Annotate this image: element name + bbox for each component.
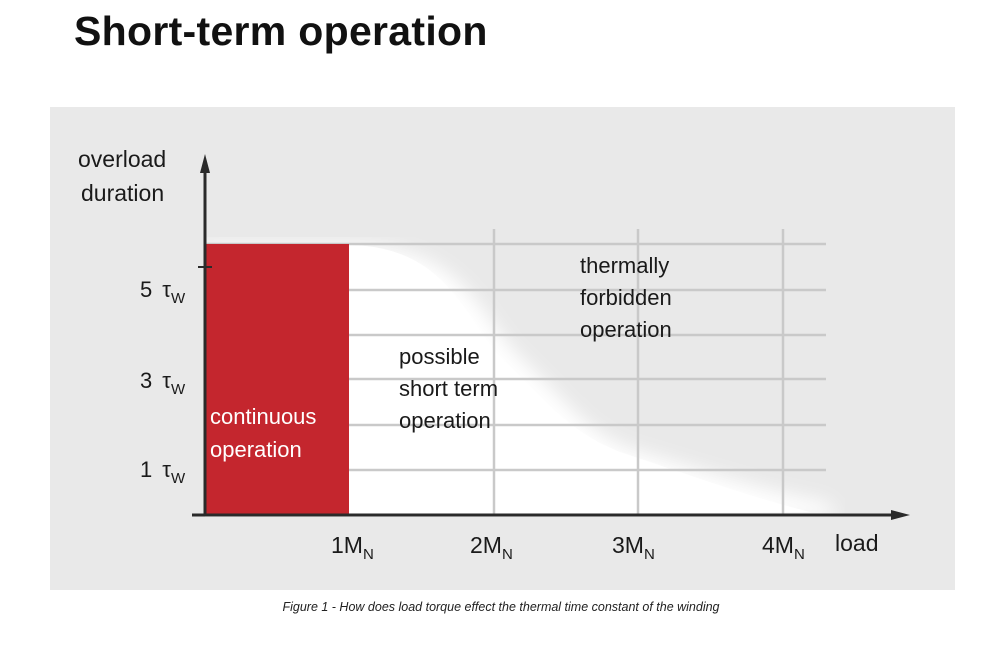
page-title: Short-term operation: [74, 8, 488, 54]
grid-vertical: [492, 229, 785, 515]
y-axis-label-line2: duration: [81, 180, 164, 206]
figure-caption: Figure 1 - How does load torque effect t…: [282, 600, 720, 614]
y-axis-label-line1: overload: [78, 146, 166, 172]
axes: [192, 154, 910, 520]
short-term-label-line2: short term: [399, 376, 498, 401]
y-axis-arrow: [200, 154, 210, 173]
x-tick-label-1: 1MN: [331, 532, 374, 563]
continuous-label-line2: operation: [210, 437, 302, 462]
y-tick-label-3: 3 τW: [140, 368, 186, 398]
short-term-label-line3: operation: [399, 408, 491, 433]
figure-panel: overload duration 5 τW 3 τW 1 τW 1MN 2MN 3M…: [50, 107, 955, 590]
operation-diagram: overload duration 5 τW 3 τW 1 τW 1MN 2MN 3M…: [78, 146, 910, 563]
x-tick-label-3: 3MN: [612, 532, 655, 563]
x-tick-label-2: 2MN: [470, 532, 513, 563]
continuous-region: [206, 244, 349, 515]
forbidden-label-line2: forbidden: [580, 285, 672, 310]
short-term-region: [205, 245, 840, 517]
y-tick-label-5: 5 τW: [140, 277, 186, 307]
y-tick-label-1: 1 τW: [140, 457, 186, 487]
continuous-label-line1: continuous: [210, 404, 316, 429]
x-axis-arrow: [891, 510, 910, 520]
short-term-label-line1: possible: [399, 344, 480, 369]
forbidden-label-line1: thermally: [580, 253, 669, 278]
x-tick-label-4: 4MN: [762, 532, 805, 563]
x-axis-label: load: [835, 530, 878, 556]
short-term-region-core: [205, 245, 810, 517]
forbidden-label-line3: operation: [580, 317, 672, 342]
